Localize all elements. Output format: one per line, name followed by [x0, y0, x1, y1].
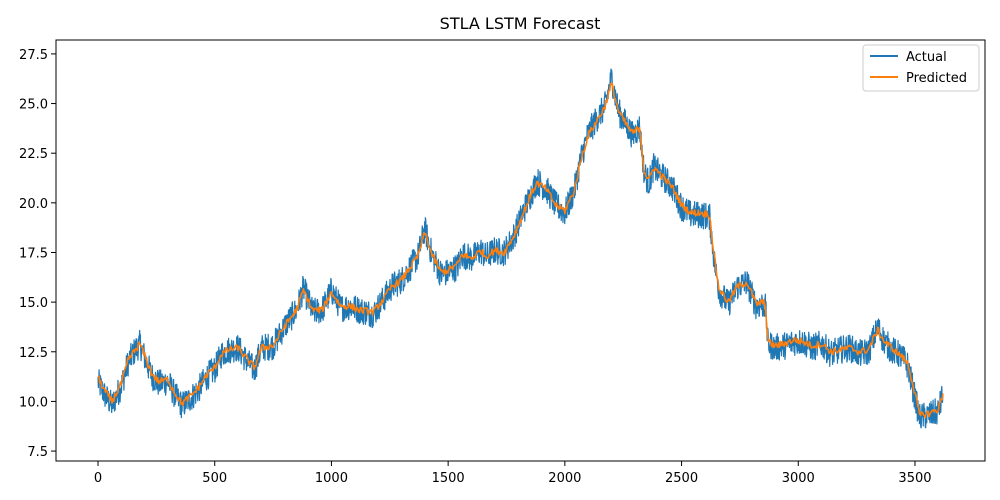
x-tick-label: 1500	[432, 471, 465, 486]
plot-frame	[55, 39, 986, 462]
x-axis: 0 500 1000 1500 2000 2500 3000 3500	[94, 461, 932, 486]
y-tick-label: 12.5	[19, 346, 48, 361]
x-tick-label: 1000	[315, 471, 348, 486]
chart-title: STLA LSTM Forecast	[440, 14, 601, 33]
y-tick-label: 27.5	[19, 48, 48, 63]
y-tick-label: 17.5	[19, 246, 48, 261]
plot-area	[55, 39, 986, 462]
legend-label-actual: Actual	[906, 50, 947, 65]
x-tick-label: 2000	[548, 471, 581, 486]
y-tick-label: 20.0	[19, 197, 48, 212]
y-tick-label: 10.0	[19, 395, 48, 410]
series-line-predicted	[97, 82, 944, 419]
series-layer	[97, 68, 944, 429]
series-line-actual	[97, 68, 944, 429]
x-tick-label: 500	[202, 471, 227, 486]
x-tick-label: 3500	[898, 471, 931, 486]
x-tick-label: 2500	[665, 471, 698, 486]
x-tick-label: 3000	[782, 471, 815, 486]
y-tick-label: 7.5	[27, 445, 48, 460]
legend-label-predicted: Predicted	[906, 71, 967, 86]
y-tick-label: 22.5	[19, 147, 48, 162]
y-tick-label: 25.0	[19, 98, 48, 113]
y-axis: 7.5 10.0 12.5 15.0 17.5 20.0 22.5 25.0 27.5	[19, 48, 56, 460]
legend: Actual Predicted	[862, 44, 980, 92]
y-tick-label: 15.0	[19, 296, 48, 311]
x-tick-label: 0	[94, 471, 102, 486]
